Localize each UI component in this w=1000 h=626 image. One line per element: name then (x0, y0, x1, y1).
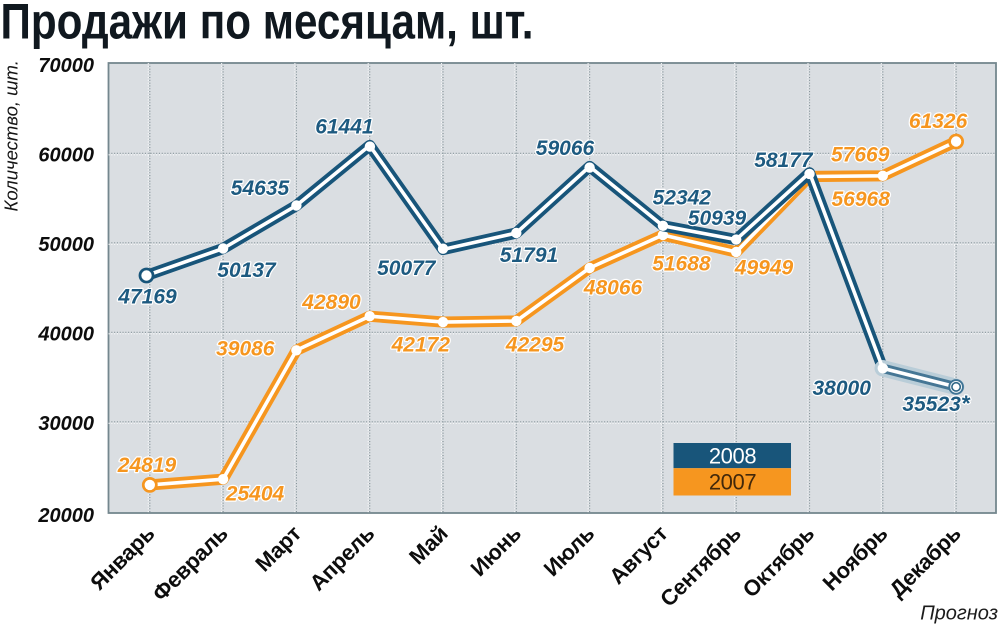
svg-text:35523*: 35523* (902, 391, 970, 416)
svg-text:Продажи по месяцам, шт.: Продажи по месяцам, шт. (1, 0, 534, 50)
svg-text:Прогноз: Прогноз (920, 603, 998, 625)
svg-text:38000: 38000 (812, 377, 871, 400)
svg-text:48066: 48066 (583, 277, 643, 300)
svg-text:51688: 51688 (652, 252, 711, 275)
svg-text:61326: 61326 (909, 110, 968, 133)
svg-text:54635: 54635 (231, 177, 290, 200)
svg-text:51791: 51791 (500, 244, 558, 267)
svg-text:70000: 70000 (38, 55, 94, 77)
svg-text:61441: 61441 (315, 115, 373, 138)
svg-text:57669: 57669 (831, 143, 890, 166)
svg-text:50939: 50939 (688, 207, 747, 230)
svg-text:58177: 58177 (754, 149, 814, 172)
svg-text:30000: 30000 (38, 413, 94, 435)
svg-text:42172: 42172 (391, 333, 451, 356)
svg-text:59066: 59066 (536, 137, 595, 160)
svg-text:52342: 52342 (653, 186, 712, 209)
svg-text:42295: 42295 (505, 333, 565, 356)
svg-text:50137: 50137 (217, 259, 277, 282)
svg-text:42890: 42890 (301, 291, 361, 314)
svg-text:60000: 60000 (38, 145, 94, 167)
svg-text:40000: 40000 (37, 324, 94, 346)
svg-text:20000: 20000 (37, 505, 94, 527)
svg-text:56968: 56968 (831, 188, 890, 211)
svg-text:47169: 47169 (117, 286, 177, 309)
svg-text:25404: 25404 (225, 483, 285, 506)
svg-text:49949: 49949 (734, 257, 794, 280)
svg-text:39086: 39086 (216, 338, 275, 361)
svg-text:2007: 2007 (709, 470, 757, 495)
svg-text:50077: 50077 (377, 257, 437, 280)
svg-text:2008: 2008 (709, 444, 757, 469)
svg-text:24819: 24819 (117, 454, 177, 477)
svg-text:Количество, шт.: Количество, шт. (1, 60, 22, 211)
svg-text:50000: 50000 (38, 234, 94, 256)
